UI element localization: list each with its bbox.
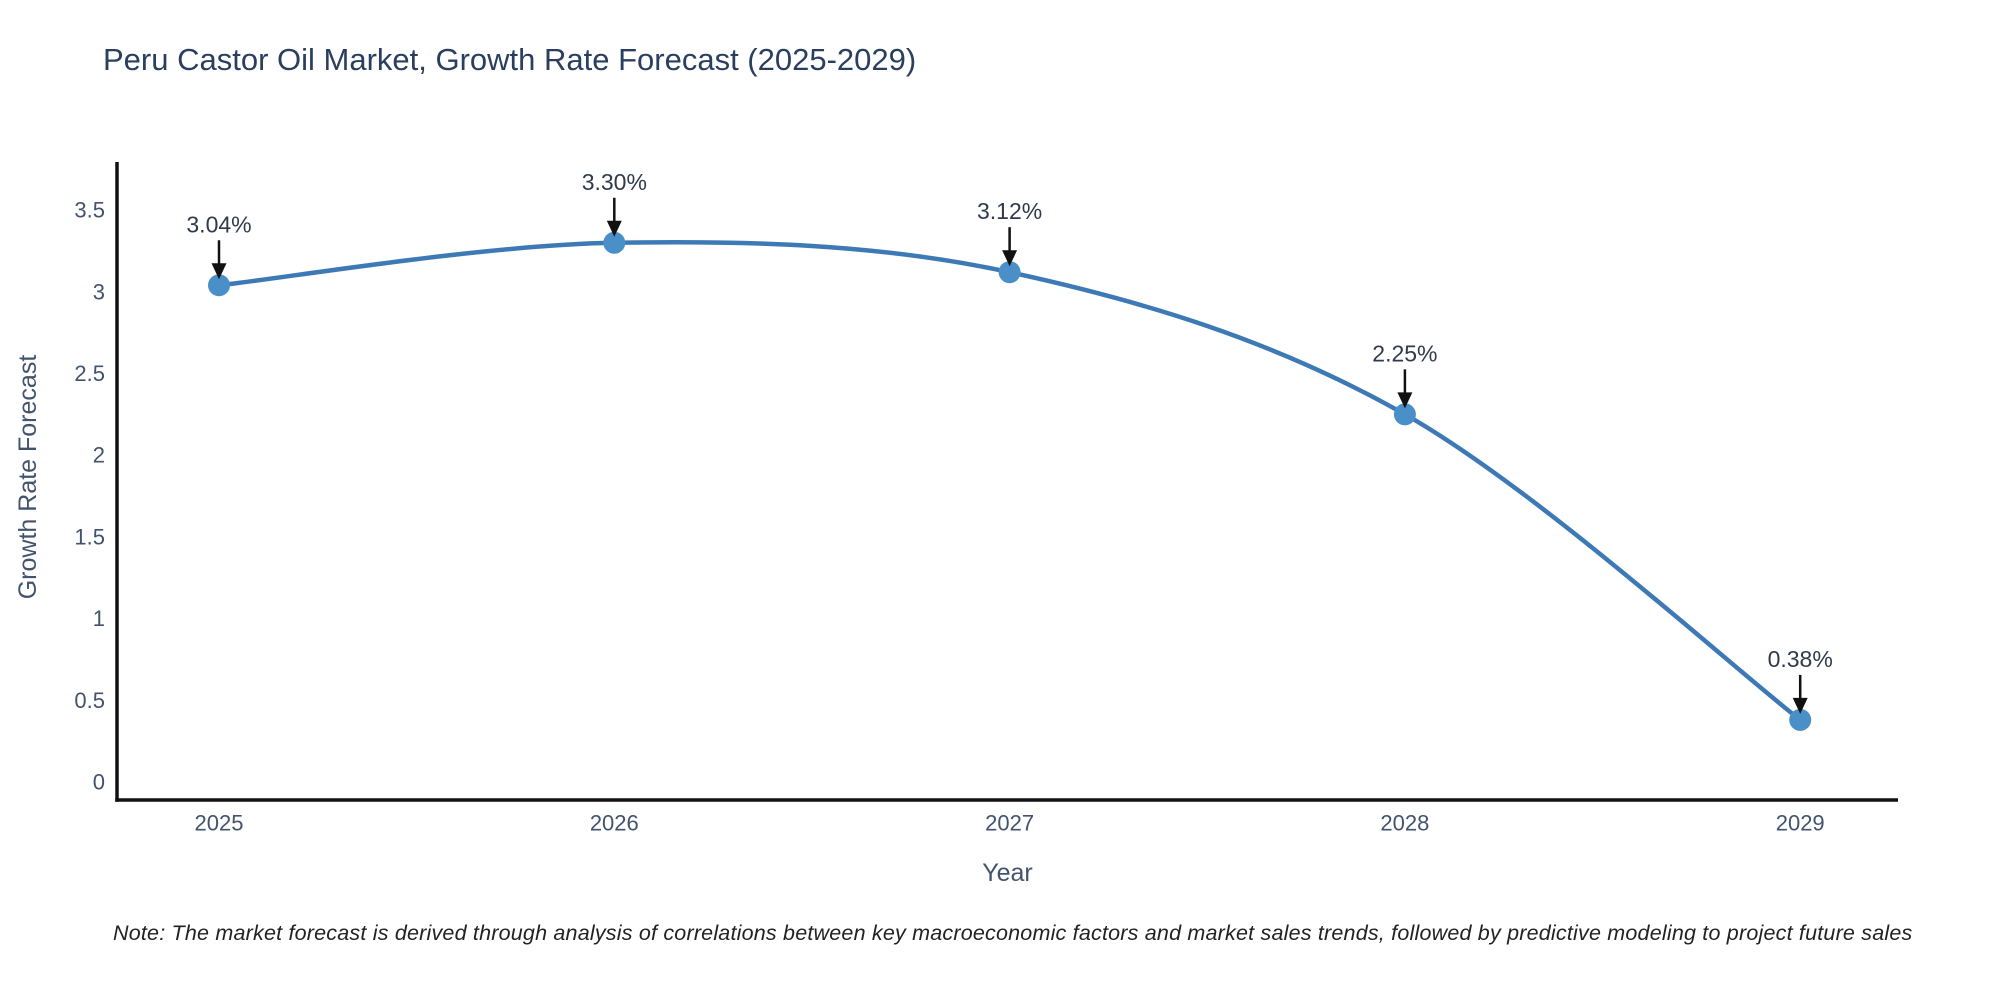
y-tick-label: 1.5 xyxy=(74,524,105,549)
x-axis-title: Year xyxy=(982,859,1033,887)
data-point-marker xyxy=(603,231,626,254)
data-point-marker xyxy=(1393,403,1416,426)
y-axis-title: Growth Rate Forecast xyxy=(14,355,42,600)
annotation-arrow-head xyxy=(1002,250,1018,267)
y-tick-label: 3.5 xyxy=(74,198,105,223)
y-tick-label: 2.5 xyxy=(74,361,105,386)
y-tick-label: 0 xyxy=(93,770,105,795)
forecast-line xyxy=(216,239,1803,723)
chart-title: Peru Castor Oil Market, Growth Rate Fore… xyxy=(103,42,917,77)
y-tick-label: 3 xyxy=(93,279,105,304)
annotation-label: 3.30% xyxy=(582,169,647,195)
y-tick-label: 0.5 xyxy=(74,688,105,713)
annotation-label: 3.04% xyxy=(186,211,251,237)
data-point-marker xyxy=(1789,708,1812,731)
annotation-label: 3.12% xyxy=(977,198,1042,224)
x-tick-label: 2027 xyxy=(985,811,1034,836)
annotation-arrow-head xyxy=(1792,697,1808,714)
x-tick-label: 2028 xyxy=(1380,811,1429,836)
x-tick-label: 2029 xyxy=(1776,811,1825,836)
annotation-label: 2.25% xyxy=(1372,340,1437,366)
footnote: Note: The market forecast is derived thr… xyxy=(113,921,1913,945)
x-tick-label: 2025 xyxy=(195,811,244,836)
y-tick-label: 1 xyxy=(93,606,105,631)
annotation-arrow-head xyxy=(606,220,622,237)
annotation-arrow-head xyxy=(211,263,227,280)
annotation-label: 0.38% xyxy=(1768,646,1833,672)
x-tick-label: 2026 xyxy=(590,811,639,836)
data-point-marker xyxy=(208,274,230,297)
data-point-marker xyxy=(998,261,1021,284)
annotation-arrow-head xyxy=(1397,392,1413,409)
y-tick-label: 2 xyxy=(93,443,105,468)
